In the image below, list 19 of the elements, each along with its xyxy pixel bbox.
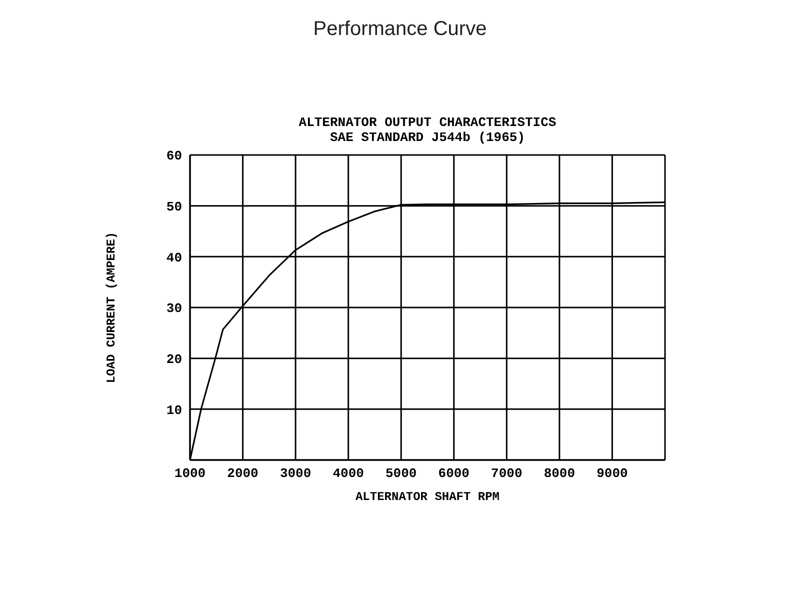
chart-subtitle: ALTERNATOR OUTPUT CHARACTERISTICS SAE STANDARD J544b (1965) (298, 115, 558, 145)
x-tick-label: 8000 (544, 466, 576, 482)
x-tick-label: 7000 (491, 466, 522, 482)
chart-title: Performance Curve (312, 18, 488, 41)
y-tick-label: 40 (166, 250, 182, 266)
x-tick-label: 2000 (227, 466, 259, 482)
y-tick-label: 50 (166, 199, 182, 214)
y-tick-label: 30 (166, 301, 182, 316)
y-tick-label: 20 (166, 352, 182, 367)
y-tick-label: 10 (166, 402, 182, 418)
x-tick-label: 9000 (596, 466, 628, 482)
x-axis-title: ALTERNATOR SHAFT RPM (355, 490, 500, 504)
y-tick-label: 60 (166, 148, 182, 164)
x-tick-label: 6000 (438, 466, 470, 482)
y-axis-title: LOAD CURRENT (AMPERE) (104, 232, 118, 384)
x-tick-label: 4000 (332, 466, 364, 482)
x-tick-label: 1000 (174, 466, 206, 482)
x-tick-label: 5000 (386, 466, 417, 482)
x-tick-label: 3000 (280, 466, 312, 482)
